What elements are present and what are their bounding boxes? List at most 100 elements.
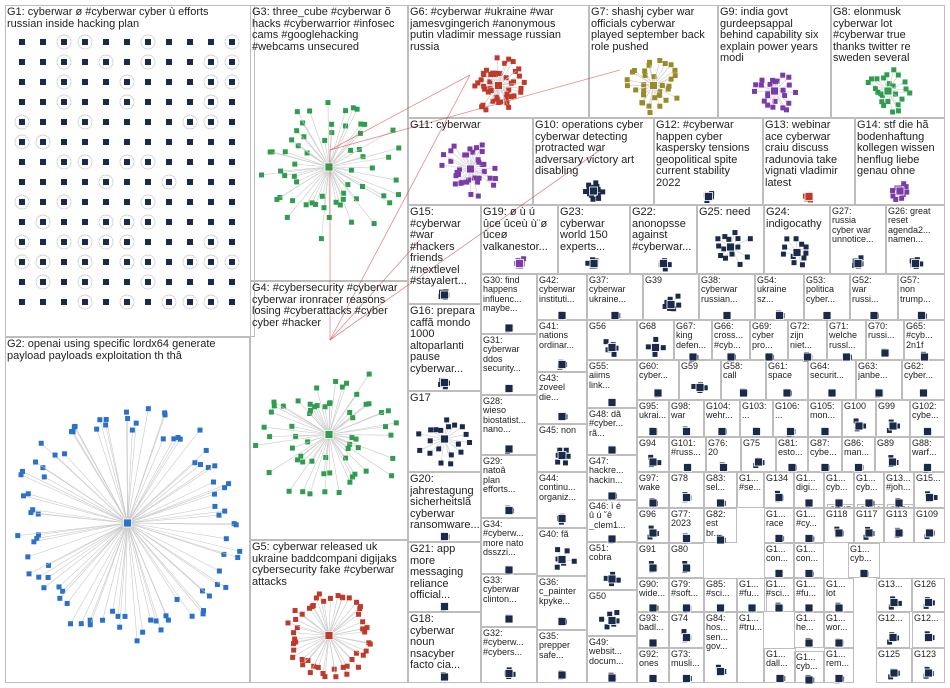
node <box>208 279 214 285</box>
hub-node <box>440 602 449 611</box>
edge <box>62 522 128 592</box>
node <box>888 455 894 461</box>
hub-node <box>716 603 725 613</box>
node <box>229 279 235 285</box>
self-loop <box>203 294 219 310</box>
node <box>82 79 88 85</box>
hub-node <box>804 498 814 508</box>
node <box>82 219 88 225</box>
node <box>865 79 871 85</box>
node <box>325 100 331 106</box>
node <box>40 139 46 145</box>
node <box>26 571 32 577</box>
hub-node <box>919 388 928 398</box>
edge <box>316 387 330 435</box>
group-label: G1... wor... <box>826 614 848 633</box>
edge <box>127 510 225 524</box>
group-g22: G22: anonopsse against #cyberwar... <box>630 205 697 274</box>
node <box>600 189 606 195</box>
edge <box>27 522 128 558</box>
group-label: G85: #sci... <box>706 580 730 599</box>
node <box>355 664 361 670</box>
node <box>61 139 67 145</box>
node <box>481 83 487 89</box>
hub-node <box>557 670 567 680</box>
node <box>19 199 25 205</box>
edge <box>127 429 201 524</box>
hub-node <box>739 388 748 398</box>
node <box>457 166 463 172</box>
self-loop <box>224 254 240 270</box>
group-g29: G29: natoâ plan efforts... <box>481 455 537 518</box>
self-loop <box>119 214 135 230</box>
node <box>428 427 434 433</box>
node <box>448 461 454 467</box>
group-label: G62: cyber... <box>904 362 934 381</box>
edge <box>294 163 330 168</box>
group-label: G64: securit... <box>810 362 845 381</box>
hub-node <box>607 343 617 352</box>
node <box>571 558 577 564</box>
inter-group-edge <box>329 239 421 341</box>
node <box>166 179 172 185</box>
node <box>691 383 697 389</box>
node <box>82 299 88 305</box>
group-g108: G1... he... <box>794 612 824 648</box>
group-label: G41: nations ordinar... <box>539 322 575 350</box>
node <box>451 143 457 149</box>
edge <box>47 522 128 578</box>
node <box>358 121 364 127</box>
node <box>487 79 493 85</box>
node <box>475 179 481 185</box>
edge <box>305 166 330 205</box>
group-g16: G16: prepara caffã mondo 1000 altoparlan… <box>408 304 481 391</box>
hub-node <box>924 668 933 678</box>
node <box>294 128 300 134</box>
edge <box>328 598 331 636</box>
edge <box>59 522 128 599</box>
node <box>40 259 46 265</box>
self-loop <box>203 254 219 270</box>
edge <box>294 166 330 177</box>
hub-node <box>880 348 890 358</box>
node <box>289 445 295 451</box>
edge <box>23 495 128 524</box>
hub-node <box>786 427 795 436</box>
node <box>353 436 359 442</box>
node <box>648 561 654 567</box>
node <box>487 85 493 91</box>
edge <box>328 434 356 475</box>
node <box>30 507 36 513</box>
node <box>765 90 771 96</box>
node <box>396 145 402 151</box>
node <box>438 427 444 433</box>
node <box>726 236 732 242</box>
group-label: G95: ukrai... <box>639 402 667 421</box>
group-g50: G50 <box>587 590 637 636</box>
hub-node <box>648 528 658 538</box>
group-g68: G68 <box>637 320 674 360</box>
hub-node <box>859 569 869 578</box>
edge <box>328 166 373 169</box>
self-loop <box>182 114 198 130</box>
node <box>223 584 229 590</box>
node <box>555 459 561 465</box>
node <box>40 39 46 45</box>
node <box>853 418 859 424</box>
node <box>133 420 139 426</box>
group-label: G14: stf die hã bodenhaftung kollegen wi… <box>857 120 935 178</box>
group-label: G93: badl... <box>639 614 664 633</box>
hub-node <box>716 667 725 676</box>
node <box>354 599 360 605</box>
hub-node <box>653 388 663 398</box>
node <box>343 123 349 129</box>
node <box>881 102 887 108</box>
group-label: G1... cyb... <box>850 545 872 564</box>
group-label: G117 <box>856 510 878 519</box>
hub-node <box>895 186 905 196</box>
hub-node <box>648 498 658 508</box>
edge <box>127 522 143 633</box>
hub-node <box>834 638 844 648</box>
edge <box>292 166 330 201</box>
node <box>339 384 345 390</box>
